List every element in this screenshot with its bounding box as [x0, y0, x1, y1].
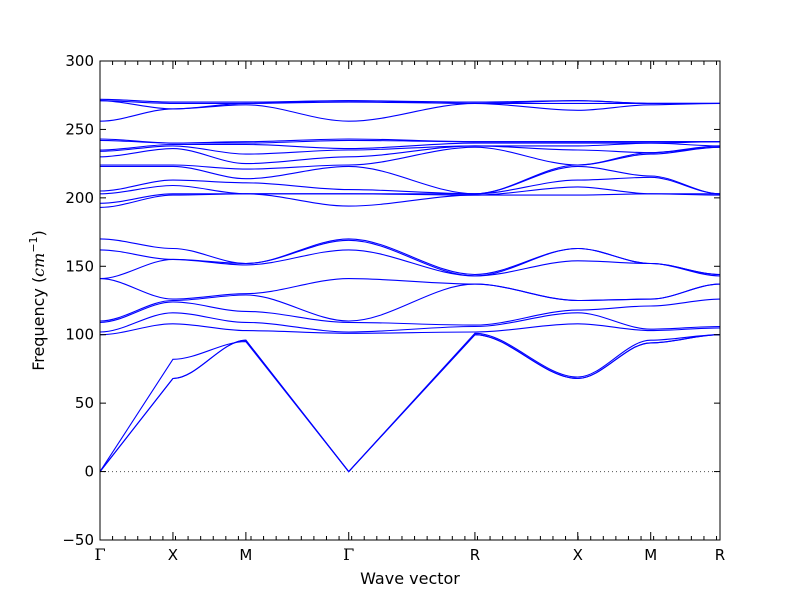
x-tick-label-R: R: [470, 546, 480, 564]
band-line-14: [99, 176, 721, 195]
plot-frame: [99, 60, 721, 541]
y-axis-label-unit-exponent: −1: [27, 236, 40, 252]
x-tick-label-R: R: [715, 546, 725, 564]
y-tick-label: 150: [65, 257, 94, 275]
band-line-20: [99, 141, 721, 151]
band-line-3: [99, 332, 721, 473]
y-axis-label-close: ): [29, 230, 48, 236]
x-tick-label-X: X: [573, 546, 583, 564]
band-line-17: [100, 146, 721, 170]
band-line-13: [99, 186, 720, 204]
y-tick-label: 100: [65, 326, 94, 344]
band-line-26: [99, 98, 720, 104]
band-line-15: [99, 165, 721, 195]
x-axis-label: Wave vector: [360, 569, 460, 588]
y-tick-label: 200: [65, 189, 94, 207]
band-line-5: [99, 312, 721, 333]
y-tick-label: 0: [84, 463, 94, 481]
y-tick-label: 50: [75, 394, 94, 412]
y-axis-label: Frequency (cm−1): [27, 230, 48, 371]
band-line-8: [99, 278, 721, 302]
x-tick-label-Γ: Γ: [343, 545, 354, 564]
band-line-22: [99, 138, 720, 144]
band-line-18: [99, 145, 721, 165]
y-axis-label-text: Frequency (: [29, 277, 48, 371]
y-tick-label: 250: [65, 120, 94, 138]
band-line-12: [99, 193, 721, 208]
y-axis-label-unit: cm: [29, 253, 48, 277]
x-tick-label-X: X: [168, 546, 178, 564]
band-line-16: [100, 146, 721, 195]
band-line-4: [99, 323, 721, 336]
band-line-6: [99, 298, 721, 326]
x-tick-label-M: M: [644, 546, 657, 564]
band-line-2: [99, 334, 721, 473]
y-tick-label: −50: [62, 531, 94, 549]
y-tick-label: 300: [65, 52, 94, 70]
x-tick-label-M: M: [239, 546, 252, 564]
band-line-11: [99, 238, 721, 276]
x-tick-label-Γ: Γ: [94, 545, 105, 564]
